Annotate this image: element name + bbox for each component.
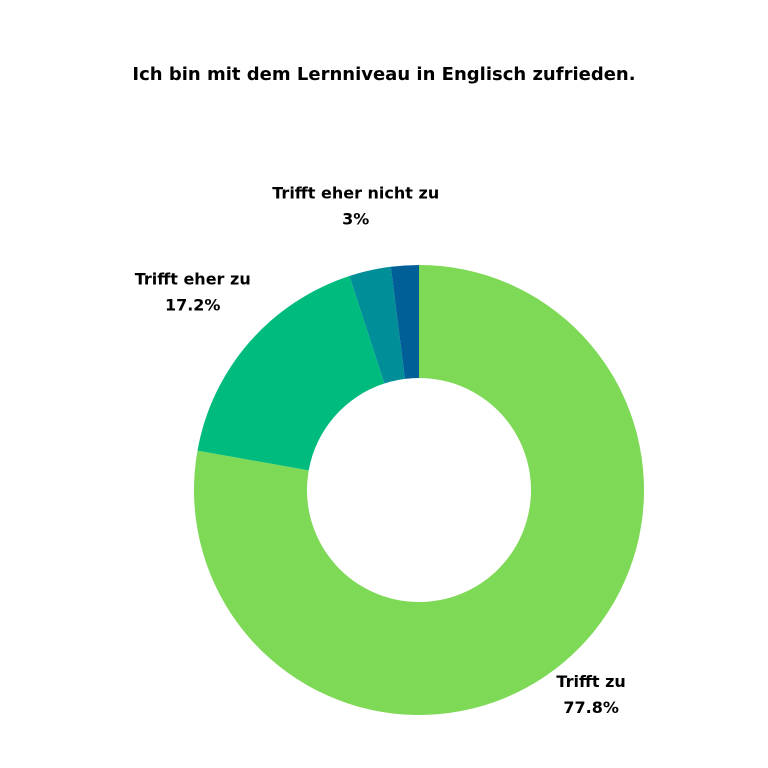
segment-label: Trifft zu: [556, 672, 625, 691]
value-label: 3%: [342, 209, 369, 228]
segment-label: Trifft eher nicht zu: [272, 183, 439, 202]
donut-segment: [349, 266, 405, 384]
segment-label: Trifft eher zu: [135, 270, 251, 289]
donut-segment: [390, 265, 419, 379]
chart-title: Ich bin mit dem Lernniveau in Englisch z…: [132, 64, 635, 85]
donut-segment: [194, 265, 645, 715]
value-label: 77.8%: [563, 698, 619, 717]
donut-segment: [197, 276, 385, 471]
value-label: 17.2%: [165, 296, 221, 315]
